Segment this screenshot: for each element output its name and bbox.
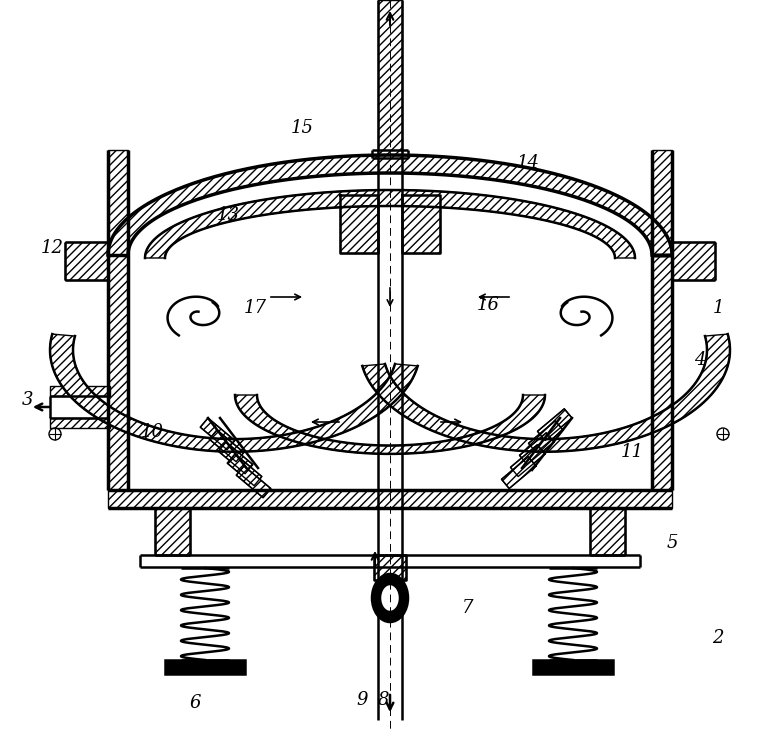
Polygon shape	[50, 418, 110, 428]
Bar	[165, 660, 245, 674]
Polygon shape	[209, 430, 244, 462]
Text: 14: 14	[516, 154, 540, 172]
Polygon shape	[200, 418, 235, 449]
Text: 6: 6	[190, 694, 200, 712]
Text: 10: 10	[140, 423, 164, 441]
Polygon shape	[519, 432, 554, 465]
Text: 13: 13	[217, 206, 239, 224]
Polygon shape	[402, 195, 440, 253]
Text: 2: 2	[712, 629, 724, 647]
Polygon shape	[590, 508, 625, 555]
Polygon shape	[236, 466, 271, 498]
Polygon shape	[672, 242, 715, 280]
Text: 5: 5	[666, 534, 678, 552]
Polygon shape	[65, 242, 108, 280]
Polygon shape	[50, 386, 110, 396]
Polygon shape	[502, 457, 536, 488]
Polygon shape	[529, 421, 563, 452]
Text: 15: 15	[290, 119, 314, 137]
Text: 11: 11	[621, 443, 643, 461]
Polygon shape	[50, 334, 418, 452]
Polygon shape	[378, 0, 402, 155]
Text: 3: 3	[23, 391, 34, 409]
Polygon shape	[218, 442, 253, 474]
Ellipse shape	[372, 574, 408, 622]
Polygon shape	[340, 195, 378, 253]
Text: 1: 1	[712, 299, 724, 317]
Polygon shape	[652, 150, 672, 490]
Text: 4: 4	[694, 351, 706, 369]
Polygon shape	[108, 155, 672, 255]
Polygon shape	[362, 334, 730, 452]
Ellipse shape	[380, 584, 400, 612]
Polygon shape	[108, 490, 672, 508]
Text: 8: 8	[378, 691, 388, 709]
Polygon shape	[235, 395, 545, 454]
Text: 9: 9	[356, 691, 367, 709]
Polygon shape	[227, 454, 262, 486]
Polygon shape	[374, 555, 406, 580]
Text: 7: 7	[463, 599, 473, 617]
Bar	[533, 660, 613, 674]
Text: 16: 16	[477, 296, 499, 314]
Polygon shape	[155, 508, 190, 555]
Text: 12: 12	[41, 239, 63, 257]
Polygon shape	[145, 190, 635, 258]
Polygon shape	[108, 150, 128, 490]
Polygon shape	[537, 409, 572, 441]
Polygon shape	[510, 445, 545, 476]
Text: 17: 17	[243, 299, 267, 317]
